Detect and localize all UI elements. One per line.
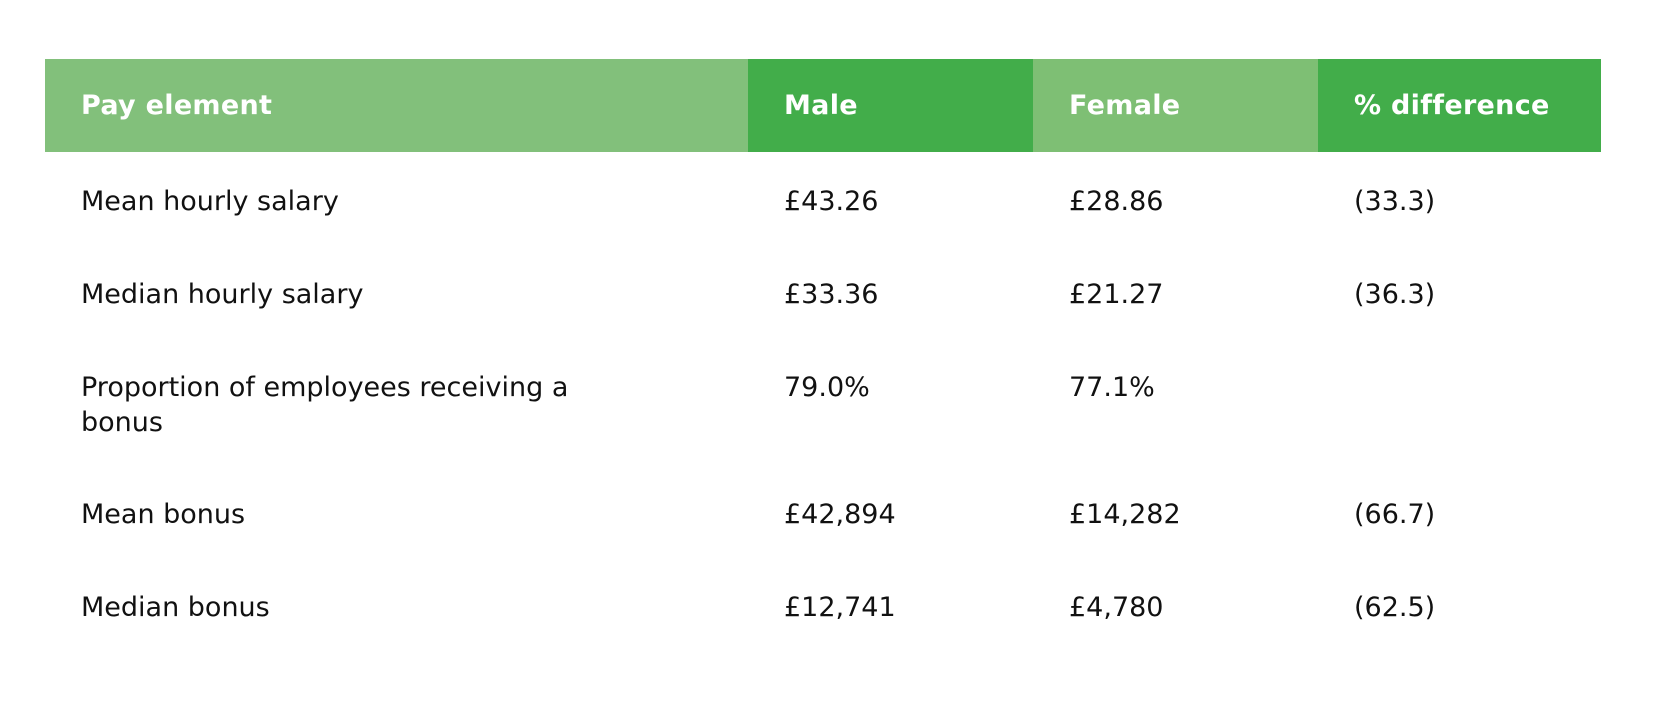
row-label: Proportion of employees receiving a bonu…	[81, 372, 569, 438]
table-row: Median hourly salary £33.36 £21.27 (36.3…	[45, 245, 1601, 338]
female-value: £14,282	[1069, 499, 1181, 530]
table-row: Median bonus £12,741 £4,780 (62.5)	[45, 558, 1601, 651]
difference-value: (66.7)	[1354, 499, 1436, 530]
row-label: Mean bonus	[81, 499, 246, 530]
pay-gap-table: Pay element Male Female % difference Mea…	[45, 59, 1601, 651]
male-value: 79.0%	[784, 372, 870, 403]
header-female: Female	[1033, 59, 1318, 152]
table-header-row: Pay element Male Female % difference	[45, 59, 1601, 152]
female-value: £4,780	[1069, 592, 1164, 623]
male-value: £12,741	[784, 592, 896, 623]
header-pay-element: Pay element	[45, 59, 748, 152]
male-value: £43.26	[784, 186, 879, 217]
difference-value: (36.3)	[1354, 279, 1436, 310]
header-male: Male	[748, 59, 1033, 152]
row-label: Median hourly salary	[81, 279, 364, 310]
row-label: Median bonus	[81, 592, 270, 623]
difference-value: (62.5)	[1354, 592, 1436, 623]
header-percent-difference: % difference	[1318, 59, 1601, 152]
row-label: Mean hourly salary	[81, 186, 339, 217]
female-value: 77.1%	[1069, 372, 1155, 403]
difference-value	[1318, 338, 1601, 465]
male-value: £33.36	[784, 279, 879, 310]
female-value: £21.27	[1069, 279, 1164, 310]
table-row: Proportion of employees receiving a bonu…	[45, 338, 1601, 465]
female-value: £28.86	[1069, 186, 1164, 217]
male-value: £42,894	[784, 499, 896, 530]
table-row: Mean bonus £42,894 £14,282 (66.7)	[45, 465, 1601, 558]
table-row: Mean hourly salary £43.26 £28.86 (33.3)	[45, 152, 1601, 245]
difference-value: (33.3)	[1354, 186, 1436, 217]
